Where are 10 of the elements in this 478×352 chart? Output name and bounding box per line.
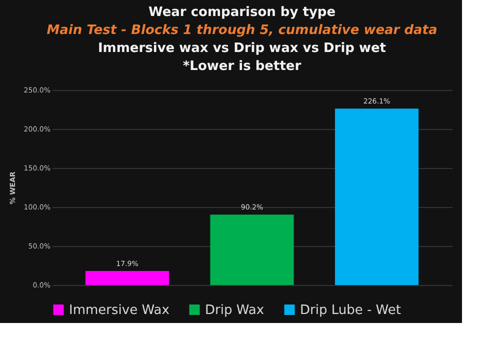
text: *Lower is better: [182, 59, 302, 74]
chart-subtitle: Main Test - Blocks 1 through 5, cumulative wear data: [46, 23, 438, 38]
chart-title: Wear comparison by type: [148, 5, 336, 20]
bar: [85, 271, 170, 285]
bar: [210, 214, 294, 285]
text: Immersive wax vs Drip wax vs Drip wet: [98, 41, 386, 56]
bar: [334, 108, 419, 285]
legend-label: Immersive Wax: [69, 302, 170, 318]
legend-label: Drip Wax: [205, 302, 264, 318]
legend-label: Drip Lube - Wet: [300, 302, 401, 318]
